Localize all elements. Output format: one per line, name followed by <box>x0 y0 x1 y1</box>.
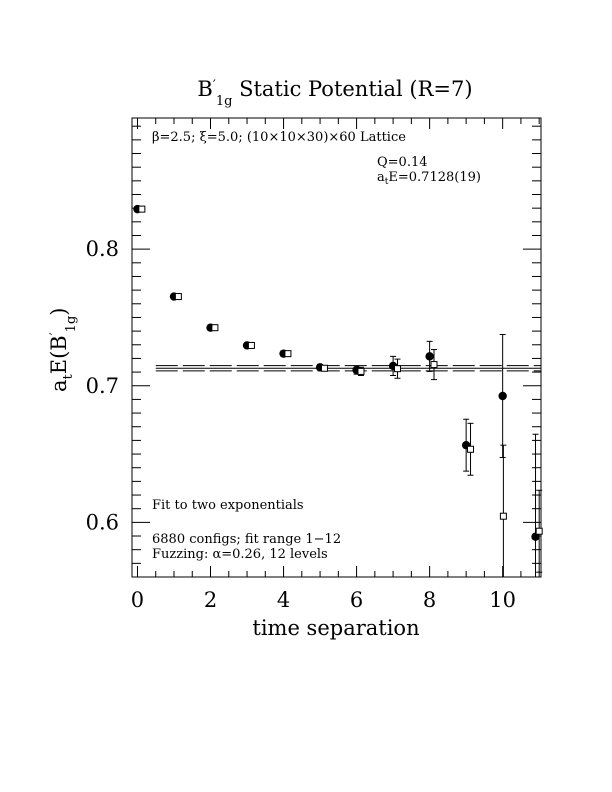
data-point-square <box>174 293 182 301</box>
data-point-square <box>393 365 401 373</box>
y-tick-label: 0.8 <box>86 237 119 261</box>
data-point-circle <box>498 391 507 401</box>
data-point-square <box>284 350 292 358</box>
data-points <box>133 204 543 577</box>
q-annotation: Q=0.14 <box>377 155 428 170</box>
fuzzing-annotation: Fuzzing: α=0.26, 12 levels <box>152 547 328 562</box>
tick-labels: 0 2 4 6 8 10 0.6 0.7 0.8 <box>86 237 516 612</box>
fit-annotation: Fit to two exponentials <box>152 498 304 513</box>
data-point-square <box>320 364 328 372</box>
y-tick-label: 0.6 <box>86 510 119 534</box>
data-point-square <box>138 205 146 213</box>
x-tick-label: 4 <box>277 588 290 612</box>
x-tick-label: 8 <box>423 588 436 612</box>
data-point-square <box>467 445 475 453</box>
data-point-square <box>357 367 365 375</box>
y-tick-label: 0.7 <box>86 374 119 398</box>
plot-frame <box>131 117 542 578</box>
data-point-square <box>211 324 219 332</box>
x-tick-label: 0 <box>131 588 144 612</box>
data-point-square <box>535 527 543 535</box>
data-point-square <box>430 361 438 369</box>
axis-ticks <box>132 118 541 577</box>
lattice-annotation: β=2.5; ξ=5.0; (10×10×30)×60 Lattice <box>152 130 406 145</box>
data-point-square <box>499 512 507 520</box>
chart-title: B′1g Static Potential (R=7) <box>197 77 472 109</box>
x-tick-label: 2 <box>204 588 217 612</box>
x-tick-label: 6 <box>350 588 363 612</box>
data-point-circle <box>425 352 434 361</box>
configs-annotation: 6880 configs; fit range 1−12 <box>152 532 341 547</box>
y-axis-label: atE(B′1g) <box>47 308 79 392</box>
x-tick-label: 10 <box>489 588 516 612</box>
fit-band <box>155 365 541 372</box>
data-point-square <box>247 341 255 349</box>
energy-annotation: atE=0.7128(19) <box>377 170 481 187</box>
x-axis-label: time separation <box>252 616 419 640</box>
